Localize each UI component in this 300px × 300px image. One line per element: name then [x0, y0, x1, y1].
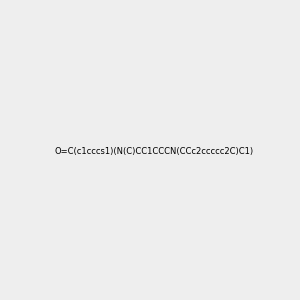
Text: O=C(c1cccs1)(N(C)CC1CCCN(CCc2ccccc2C)C1): O=C(c1cccs1)(N(C)CC1CCCN(CCc2ccccc2C)C1)	[54, 147, 253, 156]
